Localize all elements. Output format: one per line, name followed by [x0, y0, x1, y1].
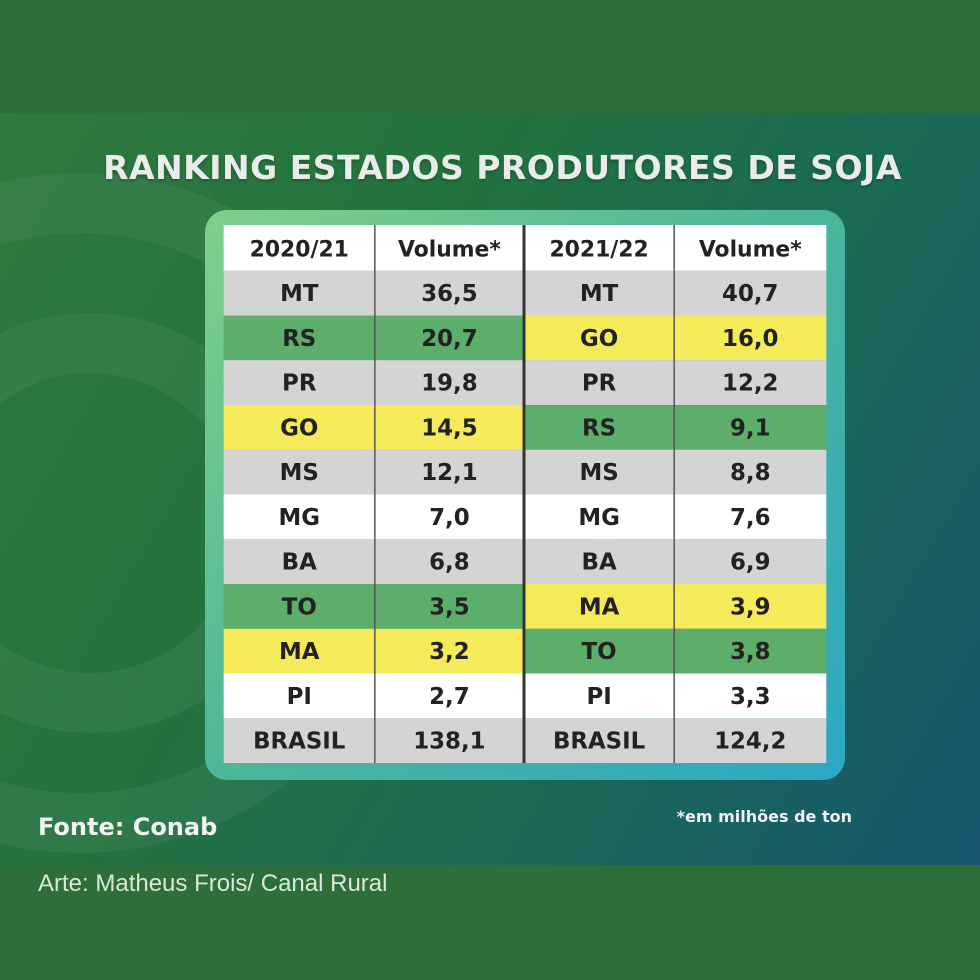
value-cell: 124,2: [714, 729, 786, 755]
row-bg: [524, 360, 827, 406]
row-bg: [524, 628, 827, 674]
state-cell: MT: [580, 281, 619, 307]
value-cell: 7,6: [730, 505, 771, 531]
row-bg: [524, 405, 827, 450]
state-cell: PR: [282, 371, 317, 397]
row-bg: [524, 673, 827, 719]
state-cell: TO: [282, 594, 317, 620]
header-cell-1: 2020/21: [250, 237, 349, 262]
state-cell: MG: [278, 505, 320, 531]
state-cell: TO: [582, 639, 617, 665]
row-bg: [223, 315, 525, 361]
art-credit: Arte: Matheus Frois/ Canal Rural: [38, 870, 388, 897]
value-cell: 3,3: [730, 684, 771, 710]
value-cell: 138,1: [413, 729, 485, 755]
chart-title: RANKING ESTADOS PRODUTORES DE SOJA: [103, 148, 902, 187]
header-cell-2: Volume*: [398, 237, 501, 262]
state-cell: PI: [586, 684, 611, 710]
state-cell: MT: [280, 281, 319, 307]
value-cell: 8,8: [730, 460, 771, 486]
value-cell: 36,5: [421, 281, 477, 307]
state-cell: BRASIL: [253, 729, 345, 755]
header-cell-3: 2021/22: [549, 237, 648, 262]
state-cell: PI: [287, 684, 312, 710]
state-cell: MA: [279, 639, 320, 665]
value-cell: 9,1: [730, 415, 771, 441]
row-bg: [524, 584, 827, 629]
value-cell: 14,5: [421, 415, 477, 441]
row-bg: [524, 270, 827, 316]
value-cell: 12,2: [722, 371, 778, 397]
value-cell: 2,7: [429, 684, 470, 710]
row-bg: [223, 628, 525, 674]
row-bg: [223, 270, 525, 316]
value-cell: 3,9: [730, 594, 771, 620]
value-cell: 3,2: [429, 639, 470, 665]
value-cell: 19,8: [421, 371, 477, 397]
state-cell: MS: [280, 460, 319, 486]
row-bg: [524, 539, 827, 585]
value-cell: 20,7: [421, 326, 477, 352]
state-cell: PR: [582, 371, 617, 397]
state-cell: BA: [282, 550, 317, 576]
value-cell: 12,1: [421, 460, 477, 486]
row-bg: [223, 449, 525, 495]
row-bg: [524, 315, 827, 361]
value-cell: 7,0: [429, 505, 470, 531]
state-cell: GO: [580, 326, 618, 352]
state-cell: GO: [280, 415, 318, 441]
state-cell: RS: [582, 415, 616, 441]
state-cell: BRASIL: [553, 729, 645, 755]
row-bg: [223, 494, 525, 540]
row-bg: [223, 405, 525, 450]
row-bg: [223, 360, 525, 406]
row-bg: [524, 449, 827, 495]
row-bg: [524, 494, 827, 540]
header-cell-4: Volume*: [699, 237, 802, 262]
ranking-table: 2020/21 Volume* 2021/22 Volume* MT 36,5 RS 20,7…: [223, 225, 827, 764]
state-cell: MG: [578, 505, 620, 531]
row-bg: [223, 718, 525, 764]
state-cell: RS: [282, 326, 316, 352]
source-label: Fonte: Conab: [38, 813, 218, 841]
state-cell: MS: [579, 460, 618, 486]
value-cell: 6,8: [429, 550, 470, 576]
state-cell: BA: [582, 550, 617, 576]
row-bg: [524, 718, 827, 764]
state-cell: MA: [579, 594, 620, 620]
row-bg: [223, 584, 525, 629]
value-cell: 16,0: [722, 326, 778, 352]
value-cell: 3,8: [730, 639, 771, 665]
unit-note: *em milhões de ton: [676, 807, 852, 826]
row-bg: [223, 673, 525, 719]
infographic-panel: RANKING ESTADOS PRODUTORES DE SOJA 2020/…: [0, 113, 980, 865]
value-cell: 6,9: [730, 550, 771, 576]
value-cell: 40,7: [722, 281, 778, 307]
value-cell: 3,5: [429, 594, 470, 620]
row-bg: [223, 539, 525, 585]
